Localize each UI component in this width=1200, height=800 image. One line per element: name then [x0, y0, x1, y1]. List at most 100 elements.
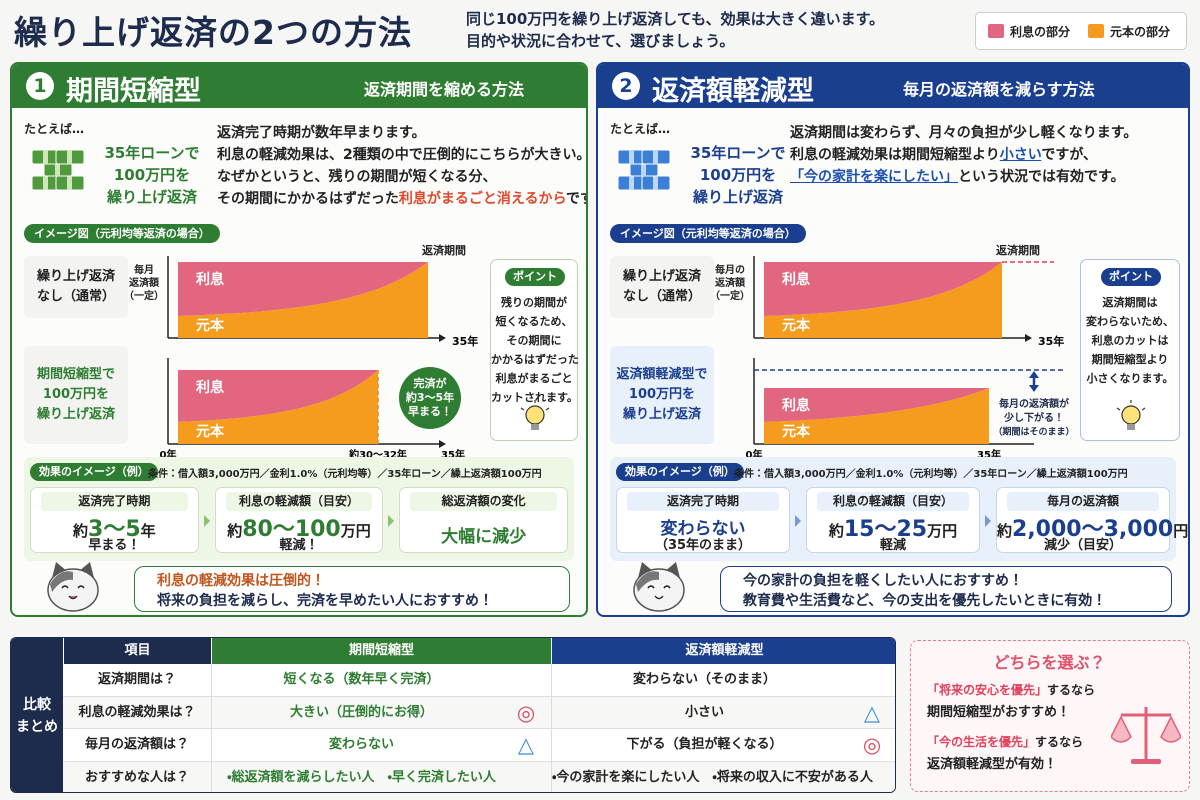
effect-card: 毎月の返済額 約2,000～3,000円 減少（目安） [996, 487, 1188, 553]
cat-patch [50, 571, 73, 592]
example-line: 100万円を [699, 166, 777, 184]
description-text: ですが、 [1041, 147, 1098, 163]
example-lead: たとえば… [610, 122, 671, 136]
speech-line: 利息の軽減効果は圧倒的！ [157, 573, 325, 589]
side-label-line: 比較 [23, 697, 51, 713]
row-label-box: 期間短縮型で 100万円を 繰り上げ返済 [24, 346, 128, 444]
effect-card-note: 軽減！ [279, 538, 319, 553]
row-label-line: 返済額軽減型で [616, 367, 708, 382]
table-row [63, 696, 895, 729]
effect-value-part: 万円 [340, 522, 371, 540]
point-line: 残りの期間が [501, 296, 567, 309]
legend-label: 利息の部分 [1010, 25, 1071, 39]
diagram-note: 早まる！ [408, 405, 452, 418]
method-name: 期間短縮型 [66, 76, 201, 107]
speech-line: 将来の負担を減らし、完済を早めたい人におすすめ！ [157, 593, 493, 609]
effect-card: 利息の軽減額（目安） 約15～25万円 軽減 [806, 487, 980, 553]
number-badge: 2 [612, 72, 640, 100]
diagram-note: （期間はそのまま） [993, 426, 1074, 438]
legend: 利息の部分 元本の部分 [975, 12, 1187, 50]
choice-condition-text: するなら [1035, 735, 1084, 749]
effect-value-part: 約 [73, 522, 89, 540]
description-highlight: 「今の家計を楽にしたい」 [790, 169, 958, 185]
speech-bubble: 利息の軽減効果は圧倒的！ 将来の負担を減らし、完済を早めたい人におすすめ！ [134, 566, 570, 612]
point-line: かかるはずだった [491, 353, 579, 366]
description-line: なぜかというと、残りの期間が短くなる分、 [217, 169, 497, 185]
effect-card-note: 軽減 [879, 538, 906, 553]
bulb-ray [1116, 407, 1121, 411]
scale-base [1131, 759, 1161, 764]
method-tagline: 返済期間を縮める方法 [364, 80, 525, 99]
effect-value-part: 万円 [927, 522, 958, 540]
effect-value-part: 年 [140, 522, 156, 540]
effect-value-part: 約 [227, 522, 243, 540]
effects-label: 効果のイメージ（例） [30, 463, 158, 481]
method-name: 返済額軽減型 [652, 76, 814, 107]
chevron [985, 515, 991, 527]
chevron [388, 515, 395, 527]
table-item: おすすめな人は？ [84, 769, 189, 785]
effects-box: 効果のイメージ（例） 条件：借入額3,000万円／金利1.0%（元利均等）／35年… [610, 457, 1188, 561]
diagram-label: イメージ図（元利均等返済の場合） [24, 224, 220, 243]
point-box: ポイント 返済期間は 変わらないため、 利息のカットは 期間短縮型より 小さくなります。 [1080, 259, 1180, 441]
interest-label: 利息 [782, 397, 810, 414]
scale-icon [1111, 707, 1181, 764]
point-line: 利息がまるごと [495, 372, 573, 385]
period-label: 返済期間 [422, 244, 466, 257]
principal-area [764, 262, 1002, 338]
money-icon [617, 149, 671, 191]
table-cell: ・総返済額を減らしたい人 ・早く完済したい人 [211, 761, 511, 792]
principal-label: 元本 [782, 317, 811, 334]
speech-bubble: 今の家計の負担を軽くしたい人におすすめ！ 教育費や生活費など、今の支出を優先したい… [720, 566, 1172, 612]
bill-band [67, 176, 72, 190]
principal-label: 元本 [196, 317, 225, 334]
point-title: ポイント [1101, 268, 1161, 286]
cat-eyes [61, 585, 85, 589]
description-text: 利息の軽減効果は期間短縮型より [790, 147, 1000, 163]
point-line: その期間に [506, 334, 562, 347]
bulb-base [1127, 424, 1135, 430]
card-arrow [795, 515, 801, 527]
y-axis-label: 毎月の [715, 265, 745, 276]
reduction-arrow-head [1029, 385, 1039, 392]
effect-card-title: 毎月の返済額 [1007, 492, 1159, 511]
bill-band [43, 176, 48, 190]
cat-eyes [647, 585, 671, 589]
interest-label: 利息 [196, 271, 224, 288]
x-tick-label: 35年 [452, 334, 478, 348]
cat-mouth [654, 595, 664, 600]
row-label-line: 繰り上げ返済 [36, 407, 115, 422]
effect-card-note: 早まる！ [88, 538, 141, 553]
row-label-line: 100万円を [42, 387, 110, 402]
panel-header [12, 64, 586, 108]
effect-card-note: （35年のまま） [654, 538, 752, 553]
speech-line: 今の家計の負担を軽くしたい人におすすめ！ [743, 573, 1023, 589]
bulb-ray [1141, 407, 1146, 411]
table-cell: 下がる（負担が軽くなる） [551, 729, 857, 761]
period-label: 返済期間 [996, 244, 1040, 257]
principal-label: 元本 [782, 423, 811, 440]
bill-band [653, 150, 658, 164]
description-line: 「今の家計を楽にしたい」という状況では有効です。 [790, 166, 1125, 186]
interest-label: 利息 [782, 271, 810, 288]
effect-value-part: 3～5 [88, 517, 141, 542]
point-line: 小さくなります。 [1086, 372, 1174, 385]
bulb-base [531, 424, 539, 430]
effect-value-part: 2,000～3,000 [1012, 517, 1174, 542]
example-lead: たとえば… [24, 122, 85, 136]
description-line: 利息の軽減効果は期間短縮型より小さいですが、 [790, 144, 1097, 164]
panel-header [598, 64, 1188, 108]
bill-band [653, 176, 658, 190]
legend-label: 元本の部分 [1110, 25, 1171, 39]
table-mark: △ [863, 700, 881, 725]
note-badge [399, 367, 461, 429]
x-tick-label: 35年 [1038, 334, 1064, 348]
page-subtitle: 同じ100万円を繰り上げ返済しても、効果は大きく違います。 [466, 10, 885, 28]
description-line: 返済完了時期が数年早まります。 [217, 125, 426, 141]
table-cell: ・今の家計を楽にしたい人 ・将来の収入に不安がある人 [551, 761, 873, 792]
interest-label: 利息 [196, 379, 224, 396]
point-box: ポイント 残りの期間が 短くなるため、 その期間に かかるはずだった 利息がまるごと カット… [490, 259, 579, 441]
point-line: 利息のカットは [1091, 334, 1169, 347]
interest-area [764, 388, 989, 422]
